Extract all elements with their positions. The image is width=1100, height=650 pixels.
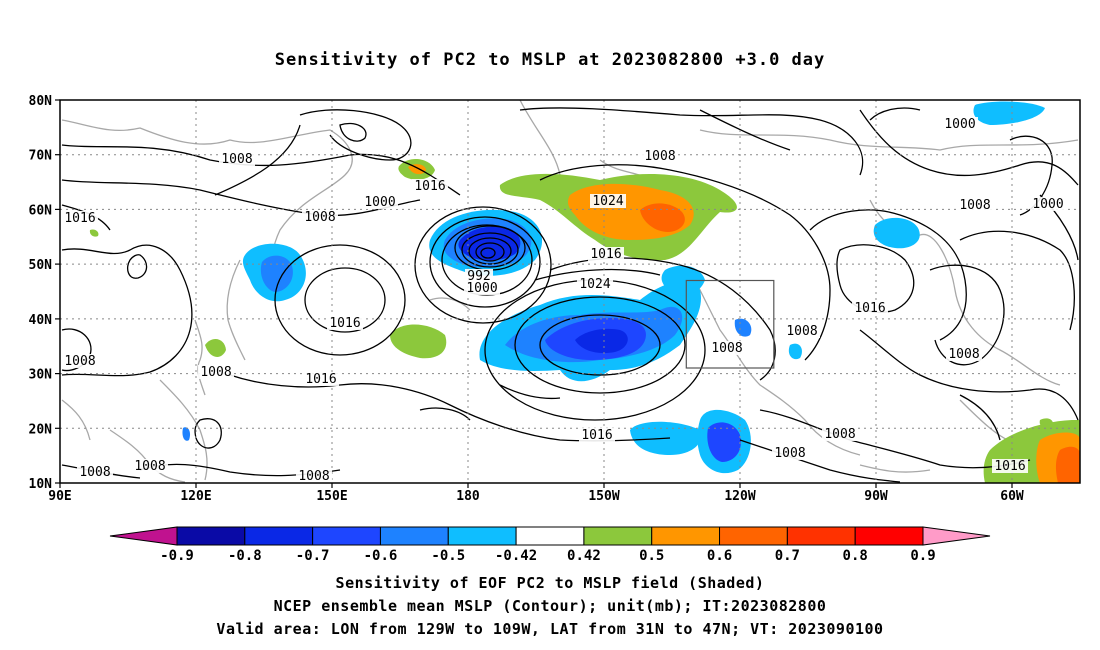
map-title: Sensitivity of PC2 to MSLP at 2023082800… — [274, 50, 826, 70]
colorbar-swatch — [515, 526, 585, 546]
contour-label: 1008 — [304, 210, 335, 225]
contour-label: 1000 — [944, 117, 975, 132]
colorbar-swatch — [651, 526, 721, 546]
lon-tick-label: 150E — [316, 489, 347, 504]
contour-label: 1016 — [854, 301, 885, 316]
colorbar-label: -0.7 — [296, 548, 330, 564]
colorbar-label: -0.42 — [495, 548, 537, 564]
lat-tick-label: 70N — [29, 149, 53, 164]
contour-label: 1008 — [948, 347, 979, 362]
contour-label: 1016 — [329, 316, 360, 331]
contour-label: 1008 — [298, 469, 329, 484]
colorbar-swatch — [379, 526, 449, 546]
isobar-contours — [61, 107, 1079, 483]
sensitivity-shading — [89, 101, 1080, 483]
colorbar-label: -0.5 — [431, 548, 465, 564]
lat-tick-label: 10N — [29, 477, 53, 492]
colorbar-swatch — [854, 526, 924, 546]
colorbar-label: -0.9 — [160, 548, 194, 564]
contour-label: 1008 — [644, 149, 675, 164]
contour-label: 1008 — [79, 465, 110, 480]
lon-tick-label: 90W — [864, 489, 888, 504]
lon-tick-label: 90E — [48, 489, 71, 504]
contour-labels: 1000100810161008100010081016102499210001… — [62, 117, 1066, 484]
colorbar-swatch — [176, 526, 246, 546]
lat-tick-label: 40N — [29, 313, 53, 328]
colorbar-label: 0.5 — [639, 548, 664, 564]
contour-label: 1016 — [64, 211, 95, 226]
colorbar-label: 0.9 — [910, 548, 935, 564]
contour-label: 1024 — [579, 277, 610, 292]
colorbar-label: 0.7 — [775, 548, 800, 564]
lon-tick-label: 120W — [724, 489, 755, 504]
caption-shading: Sensitivity of EOF PC2 to MSLP field (Sh… — [335, 574, 765, 592]
contour-label: 1008 — [64, 354, 95, 369]
contour-label: 1008 — [134, 459, 165, 474]
contour-label: 1000 — [1032, 197, 1063, 212]
caption-contour: NCEP ensemble mean MSLP (Contour); unit(… — [273, 597, 827, 615]
colorbar-label: -0.8 — [228, 548, 262, 564]
contour-label: 1008 — [711, 341, 742, 356]
colorbar-swatch — [447, 526, 517, 546]
colorbar-label: 0.6 — [707, 548, 732, 564]
lon-tick-label: 180 — [456, 489, 480, 504]
map-background — [60, 100, 1080, 483]
contour-label: 1008 — [824, 427, 855, 442]
contour-label: 1000 — [466, 281, 497, 296]
contour-label: 1008 — [221, 152, 252, 167]
contour-label: 1000 — [364, 195, 395, 210]
contour-label: 1016 — [305, 372, 336, 387]
lon-tick-label: 120E — [180, 489, 211, 504]
contour-label: 1016 — [581, 428, 612, 443]
contour-label: 1024 — [592, 194, 623, 209]
contour-label: 992 — [467, 269, 490, 284]
contour-label: 1008 — [774, 446, 805, 461]
colorbar-swatch — [786, 526, 856, 546]
lat-lon-grid — [60, 100, 1080, 483]
contour-label: 1016 — [414, 179, 445, 194]
contour-label: 1016 — [994, 459, 1025, 474]
contour-label: 1008 — [786, 324, 817, 339]
colorbar-swatch — [312, 526, 381, 546]
colorbar-label: -0.6 — [364, 548, 398, 564]
colorbar-low-arrow — [109, 526, 178, 546]
lat-tick-label: 60N — [29, 203, 53, 218]
lat-tick-label: 30N — [29, 368, 53, 383]
map-frame — [59, 99, 1081, 484]
colorbar-swatch — [719, 526, 788, 546]
valid-area-box — [685, 279, 775, 369]
contour-label: 1008 — [200, 365, 231, 380]
colorbar-swatch — [583, 526, 653, 546]
lat-tick-label: 50N — [29, 258, 53, 273]
contour-label: 1016 — [590, 247, 621, 262]
contour-label: 1008 — [959, 198, 990, 213]
caption-valid-area: Valid area: LON from 129W to 109W, LAT f… — [216, 620, 884, 638]
colorbar — [109, 526, 991, 546]
colorbar-label: 0.8 — [843, 548, 868, 564]
lat-tick-label: 20N — [29, 422, 53, 437]
longitude-axis: 90E 120E 150E 180 150W 120W 90W 60W — [48, 483, 1024, 504]
colorbar-high-arrow — [922, 526, 991, 546]
latitude-axis: 80N 70N 60N 50N 40N 30N 20N 10N — [29, 94, 60, 492]
lon-tick-label: 150W — [588, 489, 619, 504]
lon-tick-label: 60W — [1000, 489, 1024, 504]
colorbar-label: 0.42 — [567, 548, 601, 564]
lat-tick-label: 80N — [29, 94, 53, 109]
colorbar-labels: -0.9 -0.8 -0.7 -0.6 -0.5 -0.42 0.42 0.5 0.6 0.7 0.… — [160, 548, 936, 564]
colorbar-swatch — [244, 526, 314, 546]
